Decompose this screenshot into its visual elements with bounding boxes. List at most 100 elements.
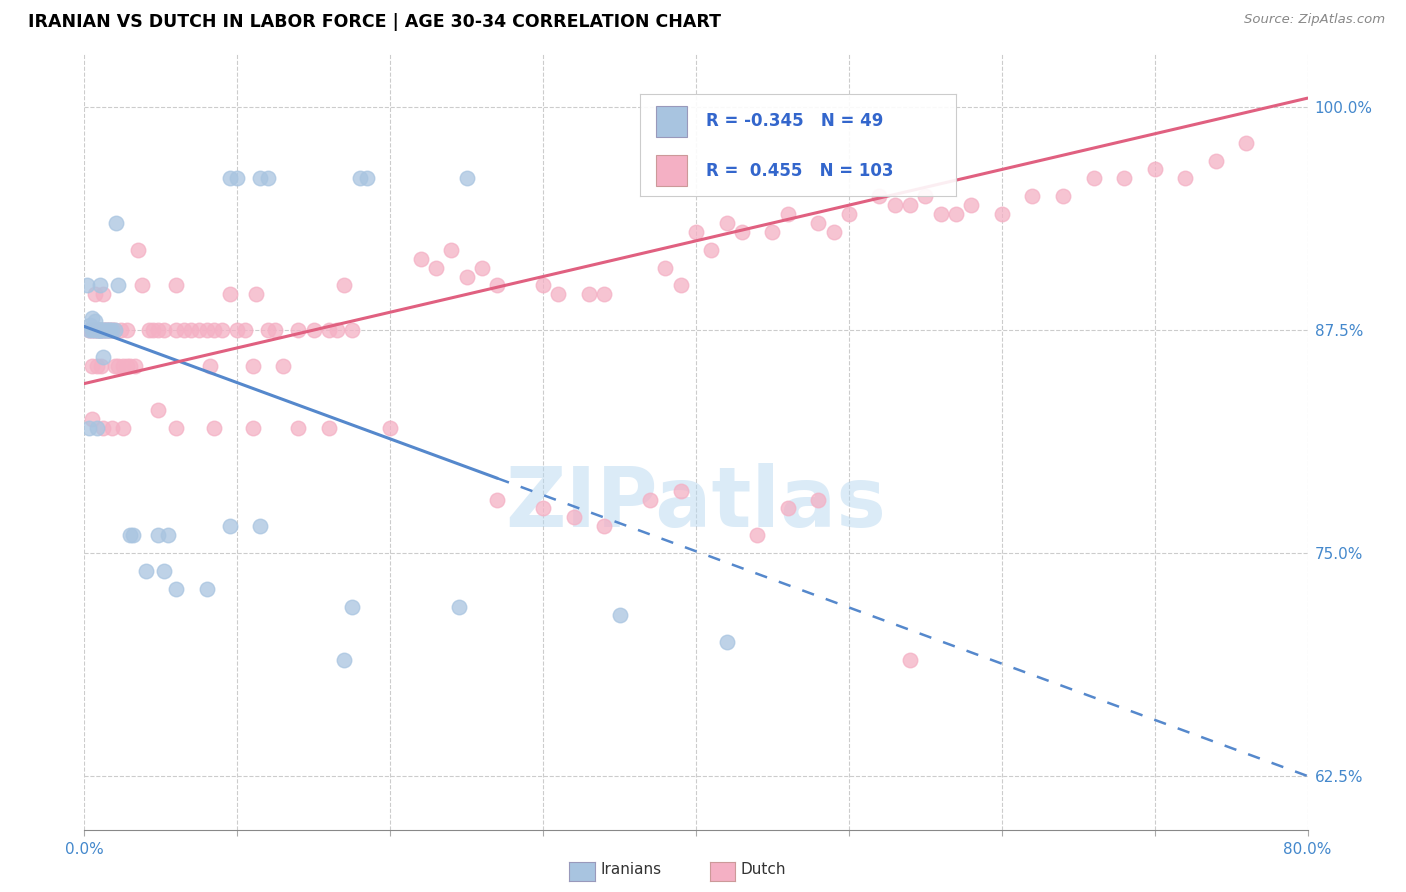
Point — [211, 323, 233, 337]
Point — [198, 359, 221, 373]
Point — [107, 359, 129, 373]
Point — [120, 359, 142, 373]
Point — [96, 323, 118, 337]
Point — [188, 323, 211, 337]
Point — [883, 198, 905, 212]
Point — [318, 323, 340, 337]
Point — [76, 278, 98, 293]
Point — [80, 412, 103, 426]
Point — [1205, 153, 1227, 168]
FancyBboxPatch shape — [655, 155, 688, 186]
Point — [86, 323, 108, 337]
Point — [593, 287, 616, 301]
Point — [609, 608, 631, 623]
Point — [838, 207, 860, 221]
Point — [807, 492, 830, 507]
Point — [91, 323, 114, 337]
Point — [456, 171, 478, 186]
Point — [91, 350, 114, 364]
Point — [77, 323, 100, 337]
Point — [105, 216, 128, 230]
Point — [264, 323, 287, 337]
FancyBboxPatch shape — [655, 106, 688, 136]
Text: R = -0.345   N = 49: R = -0.345 N = 49 — [706, 112, 883, 130]
Text: ZIPatlas: ZIPatlas — [506, 463, 886, 544]
Point — [153, 564, 176, 578]
Point — [120, 528, 142, 542]
Point — [486, 492, 509, 507]
Point — [84, 323, 107, 337]
Point — [716, 216, 738, 230]
Point — [245, 287, 267, 301]
Point — [93, 323, 115, 337]
Point — [135, 564, 157, 578]
Point — [257, 171, 280, 186]
Point — [180, 323, 202, 337]
Point — [107, 278, 129, 293]
Point — [89, 323, 111, 337]
Point — [218, 287, 240, 301]
Point — [98, 323, 121, 337]
Point — [86, 359, 108, 373]
Point — [823, 225, 845, 239]
Point — [101, 323, 124, 337]
Point — [127, 243, 149, 257]
Point — [111, 359, 134, 373]
Point — [593, 519, 616, 533]
Point — [945, 207, 967, 221]
Point — [340, 599, 363, 614]
Point — [89, 323, 111, 337]
Point — [226, 323, 249, 337]
Point — [685, 225, 707, 239]
Point — [84, 287, 107, 301]
Point — [1143, 162, 1166, 177]
Point — [447, 599, 470, 614]
Point — [195, 323, 218, 337]
Point — [271, 359, 294, 373]
Point — [138, 323, 160, 337]
Point — [86, 323, 108, 337]
Point — [1021, 189, 1043, 203]
Point — [94, 323, 117, 337]
Point — [287, 323, 309, 337]
Point — [929, 207, 952, 221]
Point — [84, 314, 107, 328]
Point — [1052, 189, 1074, 203]
Point — [456, 269, 478, 284]
Point — [1083, 171, 1105, 186]
Point — [700, 243, 723, 257]
Point — [669, 278, 692, 293]
Point — [91, 421, 114, 435]
Point — [257, 323, 280, 337]
Point — [287, 421, 309, 435]
Point — [101, 323, 124, 337]
Point — [165, 421, 187, 435]
Point — [80, 310, 103, 325]
Point — [776, 207, 799, 221]
Point — [195, 582, 218, 596]
Point — [960, 198, 983, 212]
Point — [122, 528, 145, 542]
Point — [93, 323, 115, 337]
Point — [654, 260, 676, 275]
Point — [101, 421, 124, 435]
Point — [83, 323, 105, 337]
Point — [96, 323, 118, 337]
Point — [218, 171, 240, 186]
Point — [249, 519, 271, 533]
Point — [86, 323, 108, 337]
Point — [807, 216, 830, 230]
Point — [86, 421, 108, 435]
Point — [486, 278, 509, 293]
Point — [146, 528, 169, 542]
Point — [87, 323, 110, 337]
Point — [638, 492, 661, 507]
Point — [471, 260, 494, 275]
Point — [77, 323, 100, 337]
Point — [914, 189, 936, 203]
Point — [425, 260, 447, 275]
Point — [89, 323, 111, 337]
Point — [898, 198, 921, 212]
Point — [165, 323, 187, 337]
Point — [898, 653, 921, 667]
